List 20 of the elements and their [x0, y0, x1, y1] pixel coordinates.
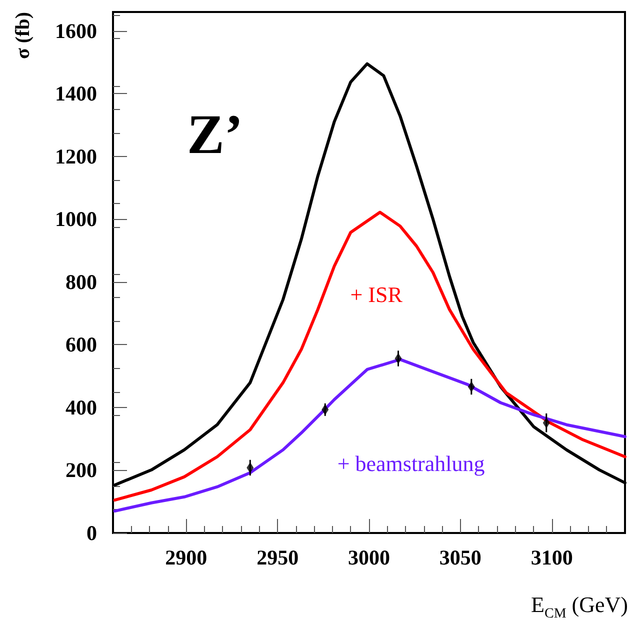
line-series — [113, 210, 626, 502]
x-tick-label: 3100 — [530, 546, 573, 570]
y-tick-label: 200 — [66, 458, 97, 482]
y-tick-label: 1000 — [55, 207, 97, 232]
x-tick-label: 3050 — [439, 546, 482, 570]
y-tick-label: 800 — [66, 270, 97, 294]
series-label: + ISR — [350, 282, 403, 307]
y-tick-label: 1600 — [55, 18, 97, 43]
y-axis-title: σ (fb) — [12, 12, 34, 59]
x-tick-label: 2900 — [165, 546, 208, 570]
x-axis-title: E$_{CM}$ (GeV) — [531, 592, 628, 622]
series-label: + beamstrahlung — [337, 450, 485, 476]
y-tick-label: 600 — [66, 332, 97, 357]
x-tick-label: 2950 — [256, 546, 299, 570]
y-tick-label: 1200 — [55, 144, 97, 168]
y-tick-label: 1400 — [55, 82, 97, 106]
y-tick-label: 400 — [66, 395, 97, 420]
annotation: Z’ — [187, 104, 243, 166]
y-tick-label: 0 — [86, 521, 97, 545]
x-tick-label: 3000 — [348, 546, 390, 570]
